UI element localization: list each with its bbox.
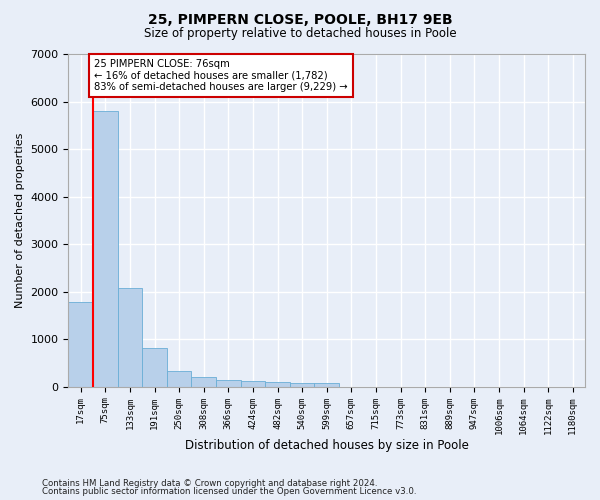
Text: 25 PIMPERN CLOSE: 76sqm
← 16% of detached houses are smaller (1,782)
83% of semi: 25 PIMPERN CLOSE: 76sqm ← 16% of detache… — [94, 59, 348, 92]
Text: Contains public sector information licensed under the Open Government Licence v3: Contains public sector information licen… — [42, 488, 416, 496]
Text: 25, PIMPERN CLOSE, POOLE, BH17 9EB: 25, PIMPERN CLOSE, POOLE, BH17 9EB — [148, 12, 452, 26]
Bar — [167, 370, 191, 386]
Text: Size of property relative to detached houses in Poole: Size of property relative to detached ho… — [143, 28, 457, 40]
Y-axis label: Number of detached properties: Number of detached properties — [15, 132, 25, 308]
Bar — [118, 288, 142, 386]
Bar — [314, 383, 339, 386]
Bar — [93, 111, 118, 386]
Bar — [290, 383, 314, 386]
Bar — [216, 380, 241, 386]
Bar — [265, 382, 290, 386]
Text: Contains HM Land Registry data © Crown copyright and database right 2024.: Contains HM Land Registry data © Crown c… — [42, 478, 377, 488]
Bar — [68, 302, 93, 386]
Bar — [191, 376, 216, 386]
Bar — [241, 382, 265, 386]
Bar — [142, 348, 167, 387]
X-axis label: Distribution of detached houses by size in Poole: Distribution of detached houses by size … — [185, 440, 469, 452]
